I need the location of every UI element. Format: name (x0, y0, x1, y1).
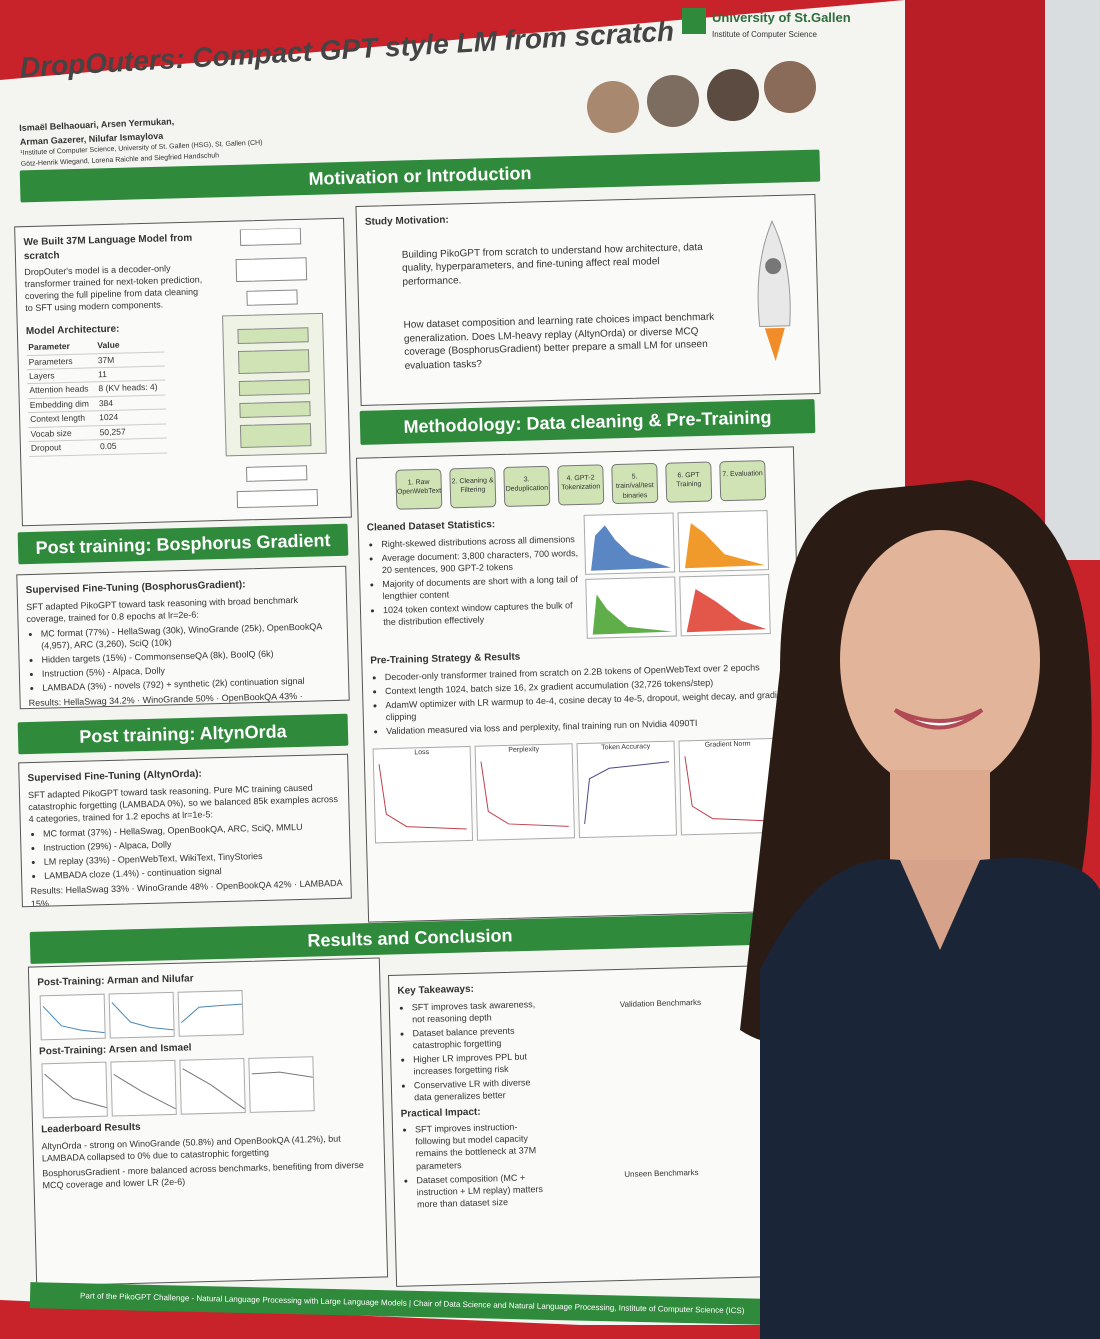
plot-frame (108, 991, 175, 1039)
list-item: Higher LR improves PPL but increases for… (413, 1050, 550, 1078)
list-item: Average document: 3,800 characters, 700 … (381, 547, 583, 577)
list-item: 1. Raw OpenWebText (395, 468, 443, 510)
list-item: Dataset composition (MC + instruction + … (416, 1170, 553, 1210)
chart-title: Validation Benchmarks (619, 997, 702, 1009)
study-point: How dataset composition and learning rat… (403, 311, 715, 372)
table-row: Dropout 0.05 (28, 438, 168, 457)
list-item: Majority of documents are short with a l… (382, 573, 584, 603)
heading: We Built 37M Language Model from scratch (23, 232, 193, 262)
study-box: Study Motivation: Building PikoGPT from … (355, 194, 821, 406)
plot-curve (378, 763, 467, 830)
training-plot: Loss (372, 746, 474, 844)
heading: Cleaned Dataset Statistics: (366, 519, 496, 534)
heading: Practical Impact: (400, 1106, 481, 1120)
training-plot: Token Accuracy (576, 740, 677, 839)
training-plots: Loss Perplexity Token Accuracy Gradient Nor… (372, 730, 795, 844)
plot-curve (684, 755, 773, 822)
list-item: Dataset balance prevents catastrophic fo… (412, 1024, 549, 1052)
plot-frame (177, 989, 244, 1037)
plot-frame (110, 1059, 177, 1117)
person (740, 480, 1100, 1339)
stats-list: Right-skewed distributions across all di… (367, 532, 584, 629)
plot-frame (179, 1058, 246, 1115)
text: SFT adapted PikoGPT toward task reasonin… (27, 782, 339, 824)
intro-text: DropOuter's model is a decoder-only tran… (24, 263, 203, 314)
bosphorus-list: MC format (77%) - HellaSwag (30k), WinoG… (27, 620, 341, 695)
arch-diagram (222, 227, 327, 509)
plot-frame (248, 1056, 315, 1113)
histograms (582, 508, 785, 641)
plot-frame (39, 993, 106, 1040)
list-item: SFT improves instruction-following but m… (415, 1120, 552, 1172)
list-item: Conservative LR with diverse data genera… (414, 1076, 551, 1104)
list-item: 5. train/val/test binaries (611, 462, 659, 505)
institute: Institute of Computer Science (712, 30, 817, 39)
intro-box: We Built 37M Language Model from scratch… (14, 217, 352, 527)
heading: Model Architecture: (25, 323, 120, 337)
study-point: Building PikoGPT from scratch to underst… (401, 241, 703, 288)
list-item: 1024 token context window captures the b… (383, 599, 585, 629)
window (1045, 0, 1100, 560)
chart-title: Unseen Benchmarks (624, 1167, 699, 1179)
training-plot: Perplexity (474, 743, 576, 841)
methodology-box: 1. Raw OpenWebText2. Cleaning & Filterin… (355, 446, 807, 923)
takeaways: SFT improves task awareness, not reasoni… (398, 997, 551, 1104)
university: University of St.Gallen (712, 10, 851, 25)
list-item: 2. Cleaning & Filtering (449, 467, 497, 509)
plot-curve (584, 760, 670, 824)
results-right-box: Key Takeaways: SFT improves task awarene… (387, 965, 777, 1287)
table-cell: 0.05 (97, 438, 168, 455)
altynorda-box: Supervised Fine-Tuning (AltynOrda): SFT … (18, 753, 352, 908)
logo-mark (682, 8, 706, 34)
list-item: 4. GPT-2 Tokenization (557, 464, 605, 506)
list-item: SFT improves task awareness, not reasoni… (412, 997, 549, 1025)
table-cell: Dropout (28, 440, 99, 457)
training-plot: Gradient Norm (678, 738, 779, 836)
list-item: 6. GPT Training (665, 461, 713, 503)
list-item: 3. Deduplication (503, 465, 551, 507)
plots (39, 1053, 374, 1121)
arch-table: Parameter Value Parameters 37M Layers 11 Atten… (26, 337, 168, 457)
heading: Key Takeaways: (397, 983, 475, 997)
plot-curve (480, 761, 569, 827)
results-left-box: Post-Training: Arman and Nilufar Post-Tr… (27, 957, 389, 1287)
heading: Study Motivation: (364, 214, 449, 228)
histogram-frame (679, 574, 771, 637)
histogram-frame (585, 576, 677, 639)
plots (38, 984, 373, 1042)
altynorda-list: MC format (37%) - HellaSwag, OpenBookQA,… (29, 820, 342, 883)
bosphorus-box: Supervised Fine-Tuning (BosphorusGradien… (16, 565, 350, 710)
rocket-icon (757, 219, 791, 362)
author-photos (587, 61, 816, 133)
leaderboard: AltynOrda - strong on WinoGrande (50.8%)… (41, 1131, 376, 1191)
list-item: BosphorusGradient - more balanced across… (42, 1159, 364, 1191)
plot-frame (41, 1061, 108, 1119)
impact: SFT improves instruction-following but m… (401, 1120, 553, 1211)
histogram-frame (677, 510, 770, 573)
histogram-frame (583, 512, 676, 575)
